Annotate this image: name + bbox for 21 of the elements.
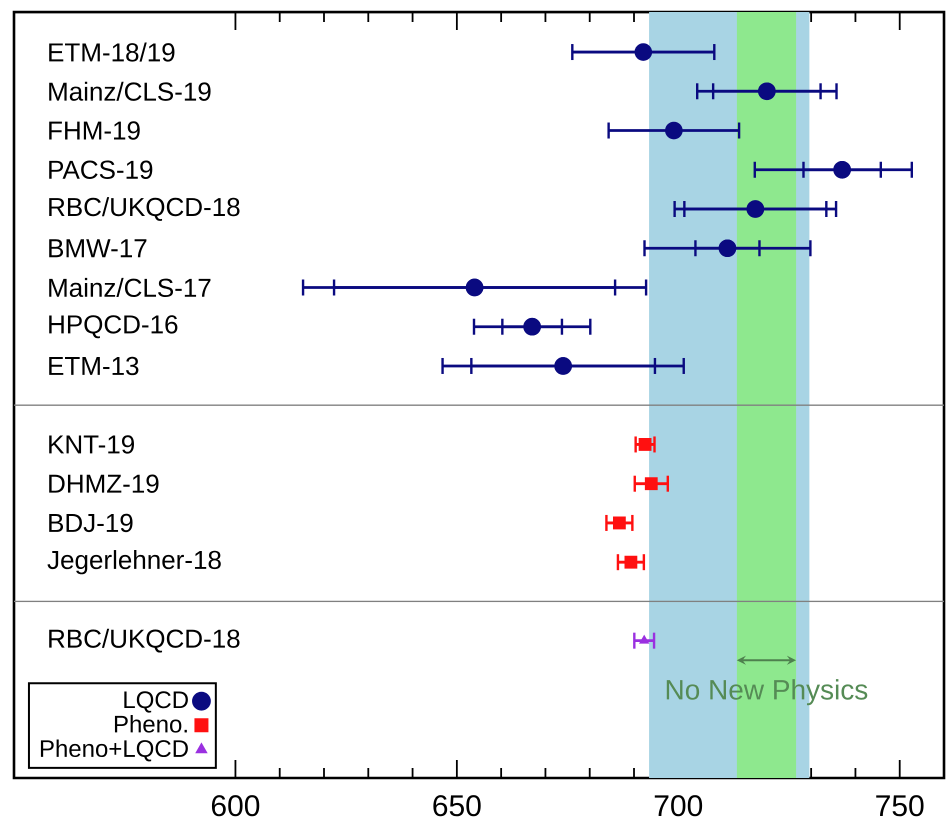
y-tick-label: BMW-17 (49, 239, 146, 258)
y-tick-label: ETM-18/19 (49, 42, 174, 62)
x-tick-label: 650 (433, 795, 481, 816)
y-tick-label: FHM-19 (49, 121, 140, 140)
legend-label: Pheno. (114, 715, 187, 733)
legend-label: Pheno+LQCD (40, 739, 188, 762)
x-tick-label: 750 (876, 795, 924, 816)
y-tick-label: BDJ-19 (49, 514, 133, 532)
y-tick-label: DHMZ-19 (49, 474, 159, 493)
y-tick-label: Mainz/CLS-19 (49, 82, 211, 101)
y-tick-label: RBC/UKQCD-18 (49, 628, 240, 653)
x-tick-label: 600 (212, 795, 260, 816)
y-tick-label: HPQCD-16 (49, 315, 178, 338)
y-tick-label: Jegerlehner-18 (47, 550, 221, 574)
y-tick-label: RBC/UKQCD-18 (49, 197, 240, 221)
y-tick-label: Mainz/CLS-17 (49, 278, 210, 298)
x-tick-label: 700 (654, 795, 702, 816)
y-tick-label: KNT-19 (49, 435, 134, 454)
y-tick-label: ETM-13 (49, 356, 138, 376)
y-tick-label: PACS-19 (49, 160, 152, 179)
legend-label: LQCD (124, 691, 188, 713)
